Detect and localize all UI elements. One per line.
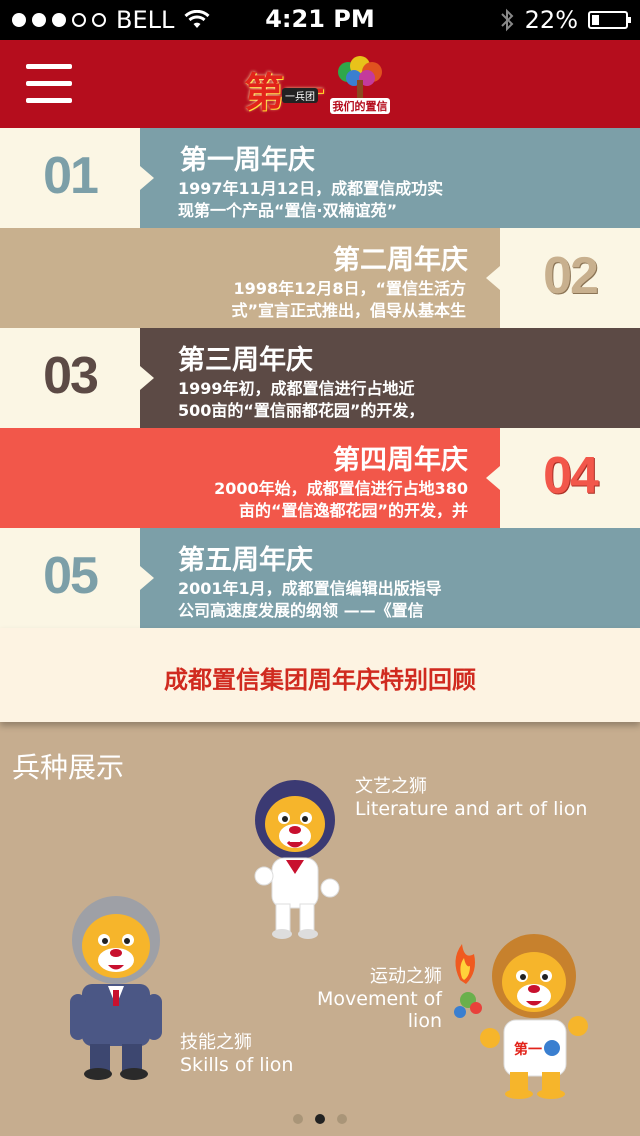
caption-cn: 技能之狮 — [180, 1032, 252, 1053]
row-title: 第四周年庆 — [333, 445, 468, 476]
pointer-arrow-icon — [140, 366, 154, 390]
skills-lion-image[interactable] — [56, 888, 176, 1088]
pointer-arrow-icon — [140, 566, 154, 590]
hamburger-line — [26, 81, 72, 86]
row-side-box — [500, 528, 640, 628]
battery-icon — [588, 11, 631, 29]
hamburger-line — [26, 98, 72, 103]
row-panel: 第一周年庆 1997年11月12日，成都置信成功实 现第一个产品“置信·双楠谊苑… — [140, 128, 500, 228]
row-body-line: 现第一个产品“置信·双楠谊苑” — [178, 201, 398, 220]
row-number: 03 — [43, 347, 99, 405]
app-header: 第一 一兵团 我们的置信 — [0, 40, 640, 128]
row-body: 1999年初，成都置信进行占地近 500亩的“置信丽都花园”的开发， — [178, 378, 478, 422]
row-number: 01 — [43, 147, 99, 205]
hamburger-line — [26, 64, 72, 69]
row-body-line: 公司高速度发展的纲领 ——《置信 — [178, 601, 424, 620]
anniversary-row-5[interactable]: 05 第五周年庆 2001年1月，成都置信编辑出版指导 公司高速度发展的纲领 —… — [0, 528, 640, 628]
movement-lion-caption: 运动之狮 Movement of lion — [292, 966, 442, 1032]
row-panel: 第二周年庆 1998年12月8日，“置信生活方 式”宣言正式推出，倡导从基本生 — [140, 228, 500, 328]
status-bar: BELL 4:21 PM 22% — [0, 0, 640, 40]
signal-dot-icon — [92, 13, 106, 27]
row-body-line: 2001年1月，成都置信编辑出版指导 — [178, 579, 442, 598]
section-title: 兵种展示 — [12, 751, 125, 784]
page-dot[interactable] — [337, 1114, 347, 1124]
caption-cn: 运动之狮 — [370, 966, 442, 987]
row-title: 第三周年庆 — [178, 345, 313, 376]
skills-lion-caption: 技能之狮 Skills of lion — [180, 1032, 293, 1076]
row-body-line: 1999年初，成都置信进行占地近 — [178, 379, 415, 398]
row-body-line: 亩的“置信逸都花园”的开发，并 — [238, 501, 468, 520]
caption-en: Skills of lion — [180, 1054, 294, 1076]
signal-dot-icon — [72, 13, 86, 27]
anniversary-row-1[interactable]: 01 第一周年庆 1997年11月12日，成都置信成功实 现第一个产品“置信·双… — [0, 128, 640, 228]
pointer-arrow-icon — [140, 166, 154, 190]
row-body: 1998年12月8日，“置信生活方 式”宣言正式推出，倡导从基本生 — [168, 278, 466, 322]
row-number-box: 05 — [0, 528, 140, 628]
pointer-arrow-icon — [486, 466, 500, 490]
brand-logo: 第一 一兵团 — [244, 66, 324, 116]
caption-en: Literature and art of lion — [355, 798, 588, 820]
row-number-box: 01 — [0, 128, 140, 228]
company-logo-label: 我们的置信 — [330, 98, 390, 114]
svg-text:第一: 第一 — [514, 1041, 542, 1058]
pointer-arrow-icon — [486, 266, 500, 290]
row-side-box — [500, 128, 640, 228]
signal-and-carrier: BELL — [12, 6, 210, 34]
row-title: 第一周年庆 — [180, 145, 315, 176]
battery-percent: 22% — [524, 6, 578, 34]
row-panel: 第五周年庆 2001年1月，成都置信编辑出版指导 公司高速度发展的纲领 ——《置… — [140, 528, 500, 628]
anniversary-row-3[interactable]: 03 第三周年庆 1999年初，成都置信进行占地近 500亩的“置信丽都花园”的… — [0, 328, 640, 428]
row-side-box — [500, 328, 640, 428]
anniversary-row-2[interactable]: 第二周年庆 1998年12月8日，“置信生活方 式”宣言正式推出，倡导从基本生 … — [0, 228, 640, 328]
row-body: 1997年11月12日，成都置信成功实 现第一个产品“置信·双楠谊苑” — [178, 178, 478, 222]
row-body: 2001年1月，成都置信编辑出版指导 公司高速度发展的纲领 ——《置信 — [178, 578, 478, 622]
page-dot[interactable] — [315, 1114, 325, 1124]
clock: 4:21 PM — [265, 5, 375, 33]
row-body: 2000年始，成都置信进行占地380 亩的“置信逸都花园”的开发，并 — [168, 478, 468, 522]
row-panel: 第三周年庆 1999年初，成都置信进行占地近 500亩的“置信丽都花园”的开发， — [140, 328, 500, 428]
row-title: 第五周年庆 — [178, 545, 313, 576]
bluetooth-icon — [500, 8, 514, 32]
signal-dot-icon — [52, 13, 66, 27]
row-number: 04 — [543, 447, 599, 505]
caption-en: Movement of lion — [317, 988, 442, 1032]
row-number-box: 02 — [500, 228, 640, 328]
row-number: 05 — [43, 547, 99, 605]
row-side-box — [0, 428, 140, 528]
menu-button[interactable] — [26, 64, 72, 104]
row-body-line: 2000年始，成都置信进行占地380 — [214, 479, 468, 498]
row-panel: 第四周年庆 2000年始，成都置信进行占地380 亩的“置信逸都花园”的开发，并 — [140, 428, 500, 528]
review-banner-text: 成都置信集团周年庆特别回顾 — [164, 665, 476, 694]
review-banner[interactable]: 成都置信集团周年庆特别回顾 — [0, 628, 640, 722]
anniversary-row-4[interactable]: 第四周年庆 2000年始，成都置信进行占地380 亩的“置信逸都花园”的开发，并… — [0, 428, 640, 528]
tree-icon — [338, 56, 382, 98]
status-right: 22% — [499, 6, 631, 34]
carrier-name: BELL — [116, 6, 175, 34]
row-number: 02 — [543, 247, 599, 305]
row-body-line: 式”宣言正式推出，倡导从基本生 — [231, 301, 466, 320]
signal-dot-icon — [32, 13, 46, 27]
page-indicator[interactable] — [0, 1114, 640, 1124]
row-number-box: 04 — [500, 428, 640, 528]
row-body-line: 1998年12月8日，“置信生活方 — [233, 279, 466, 298]
movement-lion-image[interactable]: 第一 — [444, 930, 604, 1100]
brand-logo-subtext: 一兵团 — [282, 88, 318, 103]
caption-cn: 文艺之狮 — [355, 776, 427, 797]
company-logo: 我们的置信 — [330, 56, 390, 120]
row-body-line: 1997年11月12日，成都置信成功实 — [178, 179, 444, 198]
row-body-line: 500亩的“置信丽都花园”的开发， — [178, 401, 425, 420]
signal-dot-icon — [12, 13, 26, 27]
page-dot[interactable] — [293, 1114, 303, 1124]
row-title: 第二周年庆 — [333, 245, 468, 276]
wifi-icon — [184, 10, 210, 28]
literature-lion-image[interactable] — [240, 772, 350, 942]
row-side-box — [0, 228, 140, 328]
row-number-box: 03 — [0, 328, 140, 428]
literature-lion-caption: 文艺之狮 Literature and art of lion — [355, 776, 587, 820]
